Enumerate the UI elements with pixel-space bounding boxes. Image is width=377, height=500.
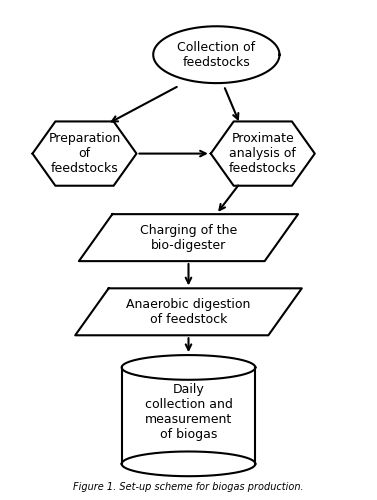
Text: Charging of the
bio-digester: Charging of the bio-digester	[140, 224, 237, 252]
Text: Preparation
of
feedstocks: Preparation of feedstocks	[48, 132, 121, 175]
Text: Proximate
analysis of
feedstocks: Proximate analysis of feedstocks	[229, 132, 297, 175]
Text: Collection of
feedstocks: Collection of feedstocks	[177, 40, 256, 68]
Text: Figure 1. Set-up scheme for biogas production.: Figure 1. Set-up scheme for biogas produ…	[73, 482, 304, 492]
Text: Anaerobic digestion
of feedstock: Anaerobic digestion of feedstock	[126, 298, 251, 326]
Text: Daily
collection and
measurement
of biogas: Daily collection and measurement of biog…	[144, 383, 233, 441]
